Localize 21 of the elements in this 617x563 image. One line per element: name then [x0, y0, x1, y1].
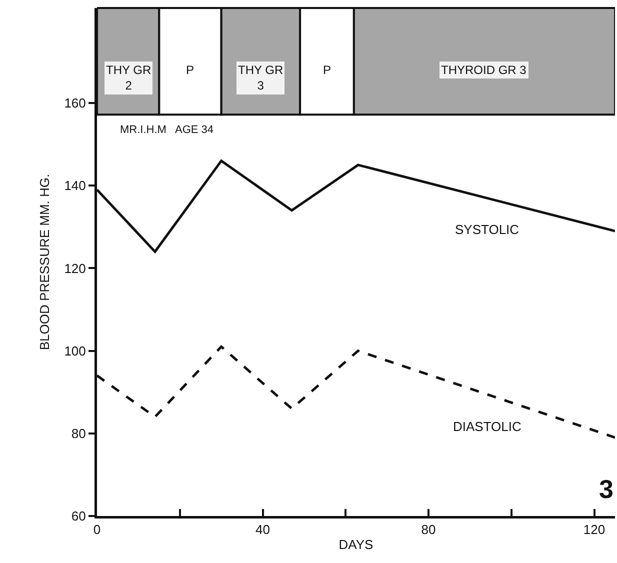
series-label: DIASTOLIC: [453, 419, 522, 434]
y-tick-label: 120: [64, 260, 86, 276]
band-label: P: [186, 63, 194, 77]
y-tick-label: 80: [71, 426, 86, 441]
y-tick-label: 100: [64, 343, 86, 358]
x-axis-title: DAYS: [338, 536, 374, 552]
x-tick-label: 0: [93, 522, 101, 538]
y-tick-label: 60: [71, 508, 86, 524]
band-label: THYROID GR 3: [441, 63, 527, 77]
y-tick-label: 140: [64, 178, 86, 194]
x-tick-label: 80: [421, 522, 436, 538]
band-label: THY GR 3: [238, 63, 284, 93]
y-axis-title: BLOOD PRESSURE MM. HG.: [36, 174, 52, 350]
annotation: 3: [599, 474, 614, 504]
band-label: P: [323, 63, 332, 77]
annotation: MR.I.H.M AGE 34: [120, 124, 214, 136]
x-tick-label: 40: [256, 522, 270, 538]
x-tick-label: 120: [583, 522, 606, 538]
y-tick-label: 160: [64, 96, 86, 111]
series-label: SYSTOLIC: [455, 222, 520, 237]
band-label: THY GR 2: [106, 63, 152, 93]
